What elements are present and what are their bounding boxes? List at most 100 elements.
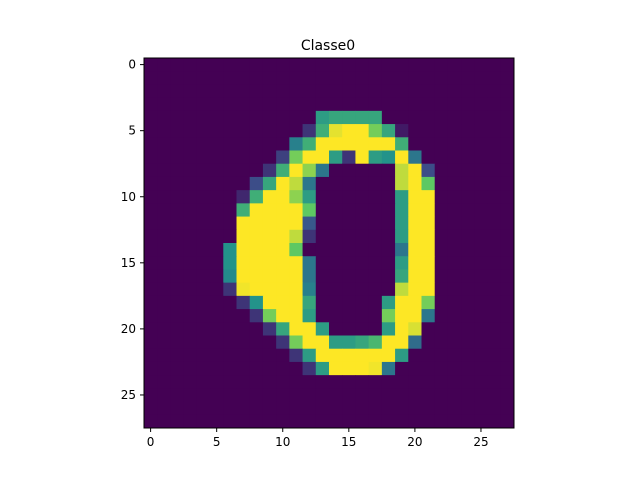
heatmap-cell [329, 150, 343, 165]
heatmap-cell [223, 163, 237, 178]
heatmap-cell [157, 282, 171, 297]
heatmap-cell [461, 110, 475, 125]
heatmap-cell [461, 414, 475, 429]
heatmap-cell [395, 163, 409, 178]
heatmap-cell [395, 348, 409, 363]
heatmap-cell [276, 335, 290, 350]
heatmap-cell [144, 375, 158, 389]
heatmap-cell [183, 309, 198, 323]
heatmap-cell [157, 84, 171, 99]
heatmap-cell [461, 163, 475, 178]
heatmap-cell [461, 243, 475, 257]
heatmap-cell [210, 414, 224, 429]
heatmap-cell [262, 348, 277, 363]
heatmap-cell [196, 97, 211, 112]
heatmap-cell [474, 335, 488, 350]
heatmap-cell [223, 97, 237, 112]
heatmap-cell [474, 176, 488, 191]
heatmap-cell [210, 163, 224, 178]
heatmap-cell [461, 124, 475, 138]
heatmap-cell [262, 137, 277, 151]
heatmap-cell [342, 282, 356, 297]
heatmap-cell [289, 243, 303, 257]
heatmap-cell [434, 71, 449, 85]
heatmap-cell [183, 348, 198, 363]
axes-frame [143, 57, 515, 429]
heatmap-cell [236, 216, 251, 231]
heatmap-cell [315, 190, 330, 204]
heatmap-cell [302, 150, 317, 165]
heatmap-cell [421, 375, 436, 389]
heatmap-cell [474, 110, 488, 125]
heatmap-cell [183, 282, 198, 297]
heatmap-cell [368, 124, 383, 138]
heatmap-cell [196, 190, 211, 204]
heatmap-cell [289, 190, 303, 204]
heatmap-cell [289, 110, 303, 125]
heatmap-cell [170, 295, 185, 310]
heatmap-cell [249, 295, 264, 310]
heatmap-cell [210, 401, 224, 416]
heatmap-cell [408, 282, 422, 297]
heatmap-cell [157, 124, 171, 138]
heatmap-cell [355, 97, 370, 112]
heatmap-cell [500, 401, 515, 416]
heatmap-cell [434, 124, 449, 138]
heatmap-cell [262, 335, 277, 350]
heatmap-cell [289, 124, 303, 138]
heatmap-cell [381, 124, 396, 138]
heatmap-cell [262, 110, 277, 125]
heatmap-cell [434, 150, 449, 165]
heatmap-cell [302, 361, 317, 376]
heatmap-cell [144, 176, 158, 191]
heatmap-cell [276, 269, 290, 284]
heatmap-cell [170, 84, 185, 99]
heatmap-cell [196, 243, 211, 257]
heatmap-cell [434, 414, 449, 429]
heatmap-cell [500, 203, 515, 217]
heatmap-cell [355, 335, 370, 350]
heatmap-cell [421, 243, 436, 257]
heatmap-cell [236, 348, 251, 363]
heatmap-cell [315, 58, 330, 72]
heatmap-cell [421, 295, 436, 310]
heatmap-cell [395, 84, 409, 99]
heatmap-cell [236, 243, 251, 257]
heatmap-cell [302, 163, 317, 178]
heatmap-cell [262, 190, 277, 204]
heatmap-cell [342, 110, 356, 125]
heatmap-cell [447, 282, 462, 297]
heatmap-cell [434, 401, 449, 416]
heatmap-cell [381, 71, 396, 85]
heatmap-cell [342, 256, 356, 270]
heatmap-cell [421, 269, 436, 284]
heatmap-cell [249, 388, 264, 402]
heatmap-cell [170, 243, 185, 257]
heatmap-cell [157, 216, 171, 231]
heatmap-cell [368, 256, 383, 270]
heatmap-cell [368, 309, 383, 323]
heatmap-cell [249, 322, 264, 336]
heatmap-cell [342, 84, 356, 99]
heatmap-cell [183, 110, 198, 125]
heatmap-cell [170, 309, 185, 323]
heatmap-cell [170, 150, 185, 165]
heatmap-cell [170, 97, 185, 112]
heatmap-cell [355, 216, 370, 231]
heatmap-cell [381, 269, 396, 284]
heatmap-cell [474, 150, 488, 165]
heatmap-cell [210, 229, 224, 244]
heatmap-cell [276, 97, 290, 112]
heatmap-cell [487, 322, 502, 336]
heatmap-cell [249, 124, 264, 138]
heatmap-cell [223, 361, 237, 376]
heatmap-cell [434, 176, 449, 191]
heatmap-cell [474, 256, 488, 270]
heatmap-cell [196, 84, 211, 99]
heatmap-cell [447, 388, 462, 402]
heatmap-cell [421, 335, 436, 350]
heatmap-cell [144, 71, 158, 85]
heatmap-cell [157, 150, 171, 165]
heatmap-cell [421, 176, 436, 191]
heatmap-cell [157, 137, 171, 151]
